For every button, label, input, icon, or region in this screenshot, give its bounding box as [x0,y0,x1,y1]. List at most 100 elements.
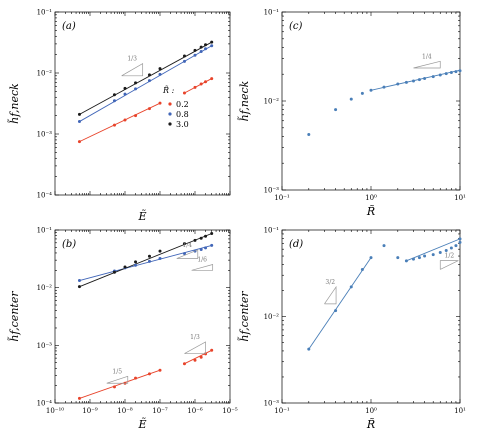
data-point [417,256,421,260]
data-point [458,237,462,241]
y-tick-label: 10⁻¹ [37,9,53,17]
data-point [158,249,162,253]
data-point [123,86,127,90]
legend: R̃ : 0.2 0.8 3.0 [162,86,189,129]
fit-line [79,233,212,288]
data-point [158,257,162,261]
data-point [204,47,208,51]
data-point [182,54,186,58]
data-point [334,108,338,112]
legend-label-2: 3.0 [176,120,189,129]
slope-label: 1/5 [112,368,122,375]
data-point [134,81,138,85]
legend-label-1: 0.8 [176,110,189,119]
data-point [210,77,214,81]
data-point [307,347,311,351]
slope-label: 1/2 [445,253,455,260]
y-tick-label: 10⁻¹ [37,227,53,235]
slope-triangle [121,62,144,77]
data-point [210,231,214,235]
data-point [199,50,203,54]
x-tick-label: 10⁻¹ [274,194,290,202]
x-axis-label: Ẽ [137,209,146,223]
data-point [147,79,151,83]
y-axis-label: h̃f,neck [8,83,21,124]
data-point [112,93,116,97]
panel-c: 10⁻¹ 10⁰ 10¹ 10⁻³ 10⁻² 10⁻¹ 1/4 (c) R̃ h̃f,neck [238,9,466,219]
y-tick-label: 10⁻² [264,98,280,106]
plot-frame [54,229,231,404]
data-point [193,85,197,89]
fit-line [308,257,372,350]
y-tick-label: 10⁻³ [37,131,53,139]
data-point [199,236,203,240]
data-point [423,254,427,258]
data-point [182,362,186,366]
slope-label: 3/2 [325,279,335,286]
data-point [411,79,415,83]
data-point [77,140,81,144]
data-point [134,263,138,267]
legend-title: R̃ : [162,86,175,95]
data-point [134,114,138,118]
data-point [423,76,427,80]
fit-line [79,244,212,281]
data-point [431,253,435,257]
data-point [360,91,364,95]
data-point [193,48,197,52]
data-point [158,368,162,372]
data-point [411,257,415,261]
plot-frame [54,11,231,196]
data-point [454,244,458,248]
data-point [334,309,338,313]
y-tick-label: 10⁻² [37,70,53,78]
data-point [204,43,208,47]
data-point [123,265,127,269]
data-point [158,67,162,71]
y-tick-label: 10⁻³ [264,400,280,408]
data-point [134,87,138,91]
data-point [210,40,214,44]
y-axis-label: h̃f,center [238,291,251,342]
fit-line [184,349,212,365]
panel-a: 10⁻⁴ 10⁻³ 10⁻² 10⁻¹ 1/3 (a) Ẽh̃f,neck [8,9,231,223]
data-point [199,82,203,86]
y-axis-label: h̃f,center [8,291,21,342]
slope-label: 1/3 [190,334,200,341]
slope-label: 1/4 [422,53,432,60]
fit-line [79,41,212,115]
y-axis-label: h̃f,neck [238,80,251,121]
fit-line [406,238,461,262]
data-point [77,120,81,124]
data-point [123,92,127,96]
fit-line [79,45,212,122]
data-point [147,73,151,77]
y-tick-label: 10⁻⁴ [37,192,53,200]
data-point [112,123,116,127]
panel-d: 10⁻¹ 10⁰ 10¹ 10⁻³ 10⁻² 10⁻¹ 3/2 1/2 (d) R̃ h̃f,cen… [238,227,466,432]
data-point [349,285,353,289]
x-tick-label: 10¹ [454,194,466,202]
slope-label: 1/3 [127,56,137,63]
y-tick-label: 10⁻² [264,313,280,321]
data-point [199,45,203,49]
data-point [77,279,81,283]
data-point [112,385,116,389]
fit-line [184,78,212,94]
data-point [112,270,116,274]
x-axis-label: R̃ [366,418,375,431]
data-point [210,348,214,352]
data-point [444,248,448,252]
legend-marker-0 [168,102,172,106]
data-point [307,133,311,137]
y-tick-label: 10⁻² [37,284,53,292]
data-point [204,234,208,238]
data-point [182,252,186,256]
data-point [204,80,208,84]
data-point [369,88,373,92]
panel-label: (a) [62,21,76,32]
y-tick-label: 10⁻¹ [264,9,280,17]
data-point [382,244,386,248]
data-point [147,259,151,263]
